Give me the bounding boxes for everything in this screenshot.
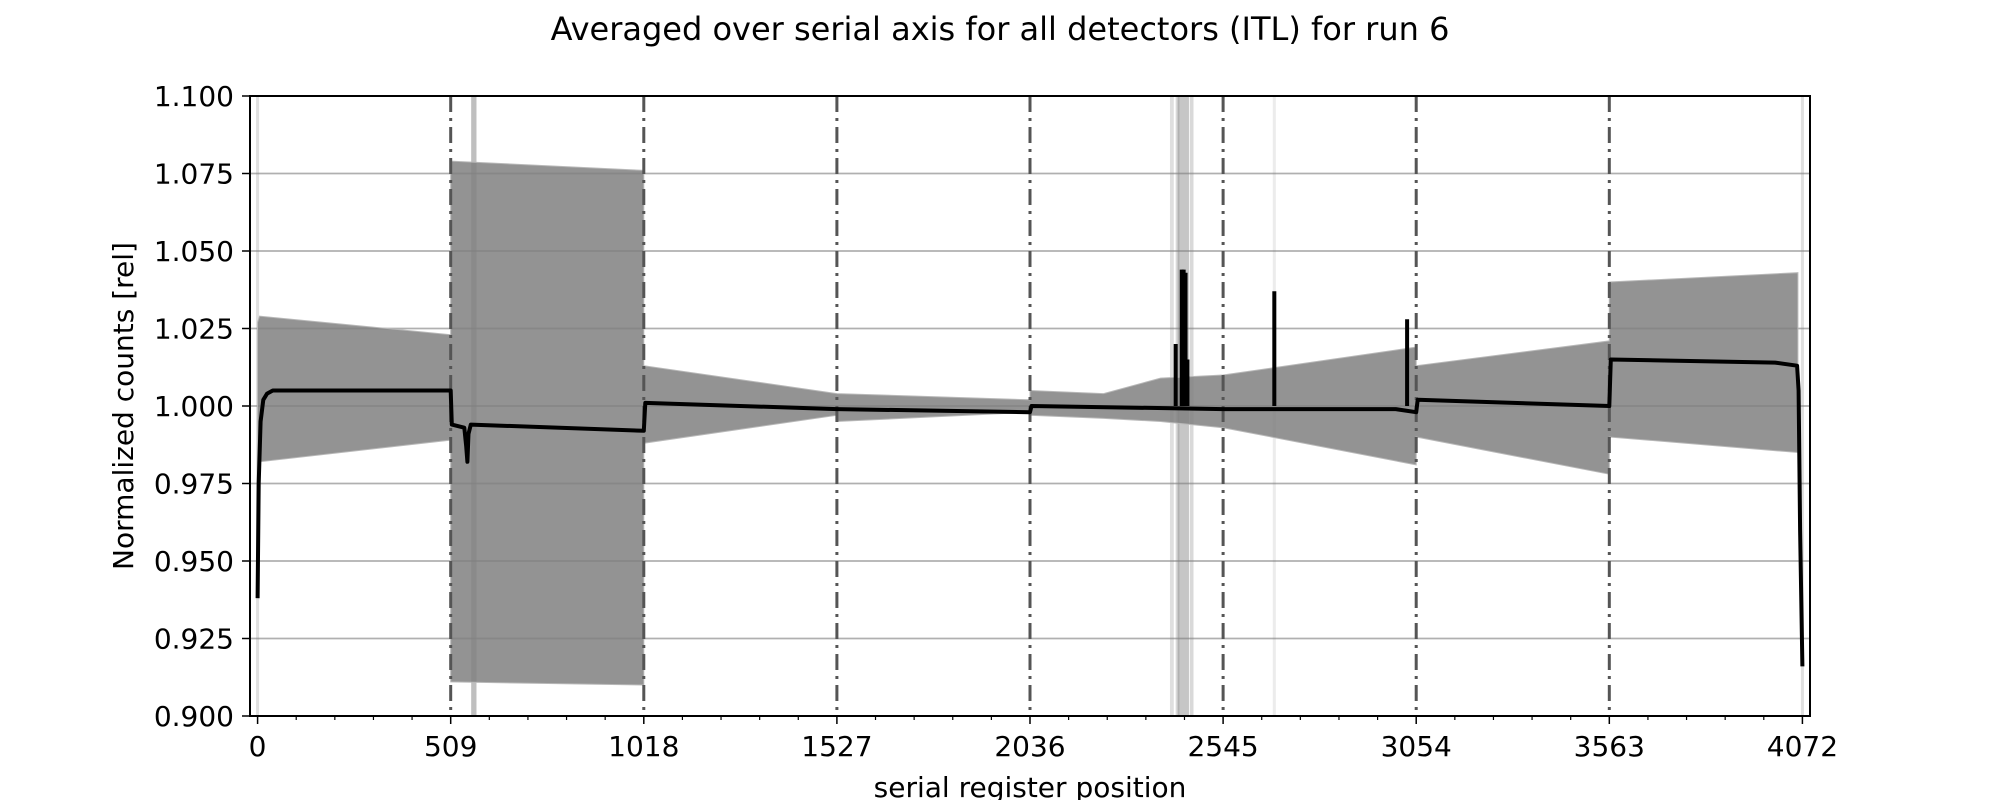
x-axis: 0 509 1018 1527 2036 2545 3054 3563 4072 xyxy=(249,716,1838,763)
spread-layer xyxy=(257,160,1799,686)
y-tick-label: 1.100 xyxy=(154,80,234,113)
x-tick-label: 1018 xyxy=(608,730,679,763)
spread-envelope xyxy=(257,160,1799,686)
y-axis-title: Normalized counts [rel] xyxy=(107,242,140,570)
x-tick-label: 2036 xyxy=(994,730,1065,763)
mean-series-line xyxy=(255,357,1805,667)
x-tick-label: 2545 xyxy=(1187,730,1258,763)
x-tick-label: 0 xyxy=(249,730,267,763)
x-tick-label: 4072 xyxy=(1767,730,1838,763)
y-tick-label: 0.950 xyxy=(154,545,234,578)
x-axis-title: serial register position xyxy=(874,771,1187,800)
y-tick-label: 1.025 xyxy=(154,313,234,346)
chart-title: Averaged over serial axis for all detect… xyxy=(551,10,1450,48)
series-layer xyxy=(255,269,1805,667)
y-tick-label: 0.925 xyxy=(154,623,234,656)
x-tick-label: 3054 xyxy=(1381,730,1452,763)
y-tick-label: 1.000 xyxy=(154,390,234,423)
y-tick-label: 1.050 xyxy=(154,235,234,268)
y-tick-label: 1.075 xyxy=(154,158,234,191)
y-tick-label: 0.975 xyxy=(154,468,234,501)
y-axis: 0.900 0.925 0.950 0.975 1.000 1.025 1.050 1.075… xyxy=(154,80,250,733)
vertical-band xyxy=(1800,96,1804,716)
x-tick-label: 3563 xyxy=(1574,730,1645,763)
y-tick-label: 0.900 xyxy=(154,700,234,733)
x-tick-label: 1527 xyxy=(801,730,872,763)
x-tick-label: 509 xyxy=(424,730,477,763)
